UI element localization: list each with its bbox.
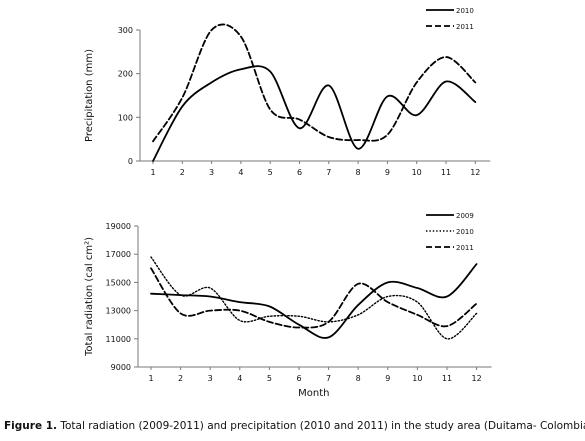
x-tick-label: 8 [356, 374, 361, 383]
x-tick-label: 2 [178, 374, 183, 383]
x-tick-label: 9 [385, 374, 390, 383]
y-tick-label: 300 [118, 26, 133, 35]
series-line-2011 [150, 267, 478, 329]
y-tick-label: 13000 [106, 307, 131, 316]
x-tick-label: 5 [268, 168, 273, 177]
x-tick-label: 9 [385, 168, 390, 177]
x-tick-label: 3 [208, 374, 213, 383]
y-axis-label: Total radiation (cal cm²) [84, 237, 95, 357]
y-axis-label: Precipitation (mm) [84, 49, 95, 142]
y-tick-label: 17000 [106, 250, 131, 259]
y-tick-label: 19000 [106, 222, 131, 231]
figure-caption: Figure 1. Total radiation (2009-2011) an… [4, 420, 585, 432]
x-tick-label: 12 [470, 168, 480, 177]
x-tick-label: 3 [209, 168, 214, 177]
x-tick-label: 12 [472, 374, 482, 383]
series-line-2010 [152, 65, 477, 162]
y-tick-label: 0 [128, 157, 133, 166]
x-tick-label: 8 [356, 168, 361, 177]
x-tick-label: 11 [441, 168, 451, 177]
x-tick-label: 4 [237, 374, 242, 383]
series-line-2011 [152, 23, 477, 143]
y-tick-label: 15000 [106, 278, 131, 287]
x-tick-label: 10 [412, 374, 422, 383]
x-tick-label: 6 [296, 374, 301, 383]
x-tick-label: 6 [297, 168, 302, 177]
y-tick-label: 100 [118, 113, 133, 122]
legend-label-2011: 2011 [456, 244, 474, 252]
legend-label-2009: 2009 [456, 212, 474, 220]
x-tick-label: 7 [326, 374, 331, 383]
y-tick-label: 9000 [111, 363, 131, 372]
caption-label: Figure 1. [4, 420, 58, 432]
x-tick-label: 1 [148, 374, 153, 383]
y-tick-label: 11000 [106, 335, 131, 344]
x-tick-label: 11 [442, 374, 452, 383]
x-tick-label: 2 [180, 168, 185, 177]
x-tick-label: 1 [150, 168, 155, 177]
series-line-2009 [150, 263, 478, 339]
x-tick-label: 4 [238, 168, 243, 177]
series-line-2010 [150, 256, 478, 340]
x-axis-label: Month [298, 388, 329, 399]
legend-label-2011: 2011 [456, 23, 474, 31]
x-tick-label: 5 [267, 374, 272, 383]
legend-label-2010: 2010 [456, 228, 474, 236]
x-tick-label: 10 [412, 168, 422, 177]
x-tick-label: 7 [326, 168, 331, 177]
y-tick-label: 200 [118, 70, 133, 79]
caption-text: Total radiation (2009-2011) and precipit… [60, 420, 585, 432]
legend-label-2010: 2010 [456, 7, 474, 15]
